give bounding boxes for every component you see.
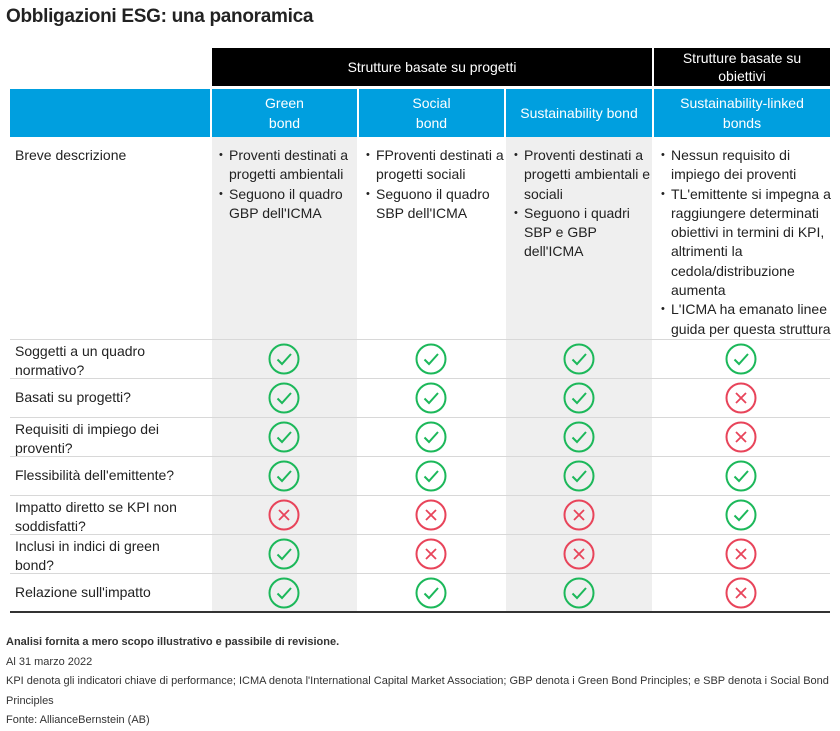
header-blank (10, 89, 210, 137)
desc-sustainability: Proventi destinati a progetti ambientali… (514, 146, 652, 262)
desc-green: Proventi destinati a progetti ambientali… (219, 146, 357, 223)
row-divider (10, 417, 830, 418)
check-circle-icon (268, 421, 300, 453)
x-circle-icon (725, 577, 757, 609)
row-divider (10, 495, 830, 496)
check-circle-icon (725, 499, 757, 531)
x-circle-icon (563, 538, 595, 570)
date-note: Al 31 marzo 2022 (6, 655, 93, 668)
check-circle-icon (725, 343, 757, 375)
desc-item: Nessun requisito di impiego dei proventi (661, 146, 833, 185)
check-circle-icon (563, 343, 595, 375)
page-title: Obbligazioni ESG: una panoramica (6, 6, 314, 27)
desc-item: TL'emittente si impegna a raggiungere de… (661, 185, 833, 301)
check-circle-icon (563, 460, 595, 492)
group-header-objective: Strutture basate su obiettivi (654, 48, 830, 86)
desc-item: FProventi destinati a progetti sociali (366, 146, 504, 185)
desc-item: L'ICMA ha emanato linee guida per questa… (661, 300, 833, 339)
x-circle-icon (415, 499, 447, 531)
x-circle-icon (725, 538, 757, 570)
col-header-green: Green bond (212, 89, 357, 137)
desc-item: Seguono i quadri SBP e GBP dell'ICMA (514, 204, 652, 262)
check-circle-icon (415, 577, 447, 609)
group-header-project: Strutture basate su progetti (212, 48, 652, 86)
check-circle-icon (415, 382, 447, 414)
desc-item: Proventi destinati a progetti ambientali… (514, 146, 652, 204)
check-circle-icon (268, 343, 300, 375)
check-circle-icon (415, 460, 447, 492)
check-circle-icon (415, 343, 447, 375)
check-circle-icon (268, 382, 300, 414)
row-label: Impatto diretto se KPI non soddisfatti? (15, 499, 177, 534)
row-label-description: Breve descrizione (15, 147, 127, 163)
row-divider (10, 339, 830, 340)
row-label: Inclusi in indici di green bond? (15, 538, 160, 573)
desc-slb: Nessun requisito di impiego dei proventi… (661, 146, 833, 339)
x-circle-icon (563, 499, 595, 531)
check-circle-icon (268, 577, 300, 609)
row-divider (10, 534, 830, 535)
col-header-sustainability: Sustainability bond (506, 89, 652, 137)
definitions-note: KPI denota gli indicatori chiave di perf… (6, 675, 829, 707)
row-label: Relazione sull'impatto (15, 584, 151, 600)
check-circle-icon (725, 460, 757, 492)
row-divider (10, 573, 830, 574)
desc-social: FProventi destinati a progetti sociali S… (366, 146, 504, 223)
check-circle-icon (563, 421, 595, 453)
row-divider (10, 378, 830, 379)
check-circle-icon (415, 421, 447, 453)
check-circle-icon (563, 577, 595, 609)
desc-item: Proventi destinati a progetti ambientali (219, 146, 357, 185)
desc-item: Seguono il quadro GBP dell'ICMA (219, 185, 357, 224)
row-label: Flessibilità dell'emittente? (15, 467, 175, 483)
table-bottom-rule (10, 611, 830, 613)
check-circle-icon (268, 538, 300, 570)
row-divider (10, 456, 830, 457)
row-label: Soggetti a un quadro normativo? (15, 343, 145, 378)
col-header-social: Social bond (359, 89, 504, 137)
disclaimer: Analisi fornita a mero scopo illustrativ… (6, 636, 340, 648)
x-circle-icon (415, 538, 447, 570)
x-circle-icon (725, 382, 757, 414)
check-circle-icon (563, 382, 595, 414)
x-circle-icon (725, 421, 757, 453)
footnotes: Analisi fornita a mero scopo illustrativ… (6, 633, 840, 731)
desc-item: Seguono il quadro SBP dell'ICMA (366, 185, 504, 224)
col-header-slb: Sustainability-linked bonds (654, 89, 830, 137)
row-label: Basati su progetti? (15, 389, 131, 405)
x-circle-icon (268, 499, 300, 531)
check-circle-icon (268, 460, 300, 492)
row-label: Requisiti di impiego dei proventi? (15, 421, 159, 456)
source-note: Fonte: AllianceBernstein (AB) (6, 714, 150, 726)
